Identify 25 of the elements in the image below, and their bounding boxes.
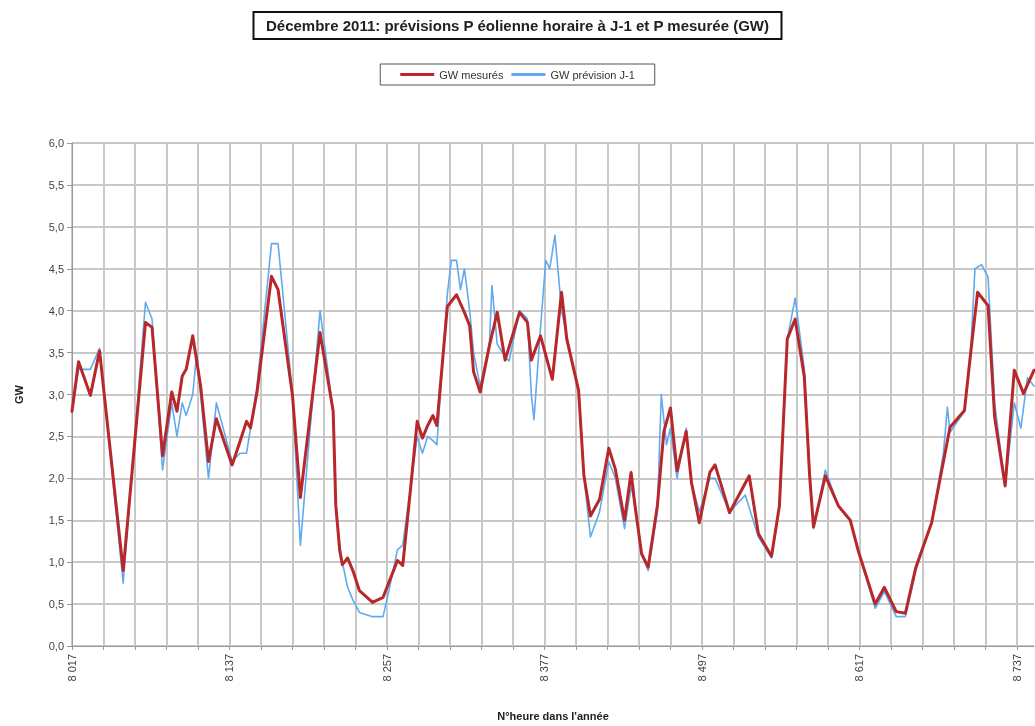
x-tick-label: 8 017 (66, 654, 78, 682)
legend-label: GW prévision J-1 (550, 68, 635, 81)
x-tick-label: 8 737 (1010, 654, 1023, 682)
x-axis-title: N°heure dans l'année (497, 709, 609, 722)
y-tick-label: 4,5 (48, 262, 64, 275)
y-tick-label: 0,0 (48, 640, 64, 652)
x-tick-label: 8 497 (695, 654, 708, 682)
y-tick-label: 1,5 (48, 514, 64, 527)
x-tick-label: 8 377 (538, 654, 551, 682)
y-tick-label: 3,5 (48, 346, 64, 359)
x-tick-label: 8 617 (853, 654, 866, 682)
y-tick-label: 5,0 (48, 220, 64, 233)
y-tick-label: 5,5 (48, 178, 64, 191)
x-tick-label: 8 137 (223, 654, 236, 682)
x-tick-label: 8 257 (380, 654, 393, 682)
y-tick-label: 2,5 (48, 430, 64, 443)
y-tick-label: 2,0 (48, 472, 64, 485)
legend-label: GW mesurés (439, 68, 504, 81)
y-tick-label: 3,0 (48, 388, 64, 401)
y-tick-label: 1,0 (48, 556, 64, 569)
y-tick-label: 6,0 (48, 137, 64, 149)
y-tick-label: 4,0 (48, 304, 64, 317)
y-axis-title: GW (12, 384, 25, 404)
y-tick-label: 0,5 (48, 598, 64, 611)
chart-title: Décembre 2011: prévisions P éolienne horaire à J-1 et P mesurée (GW) (266, 17, 769, 34)
